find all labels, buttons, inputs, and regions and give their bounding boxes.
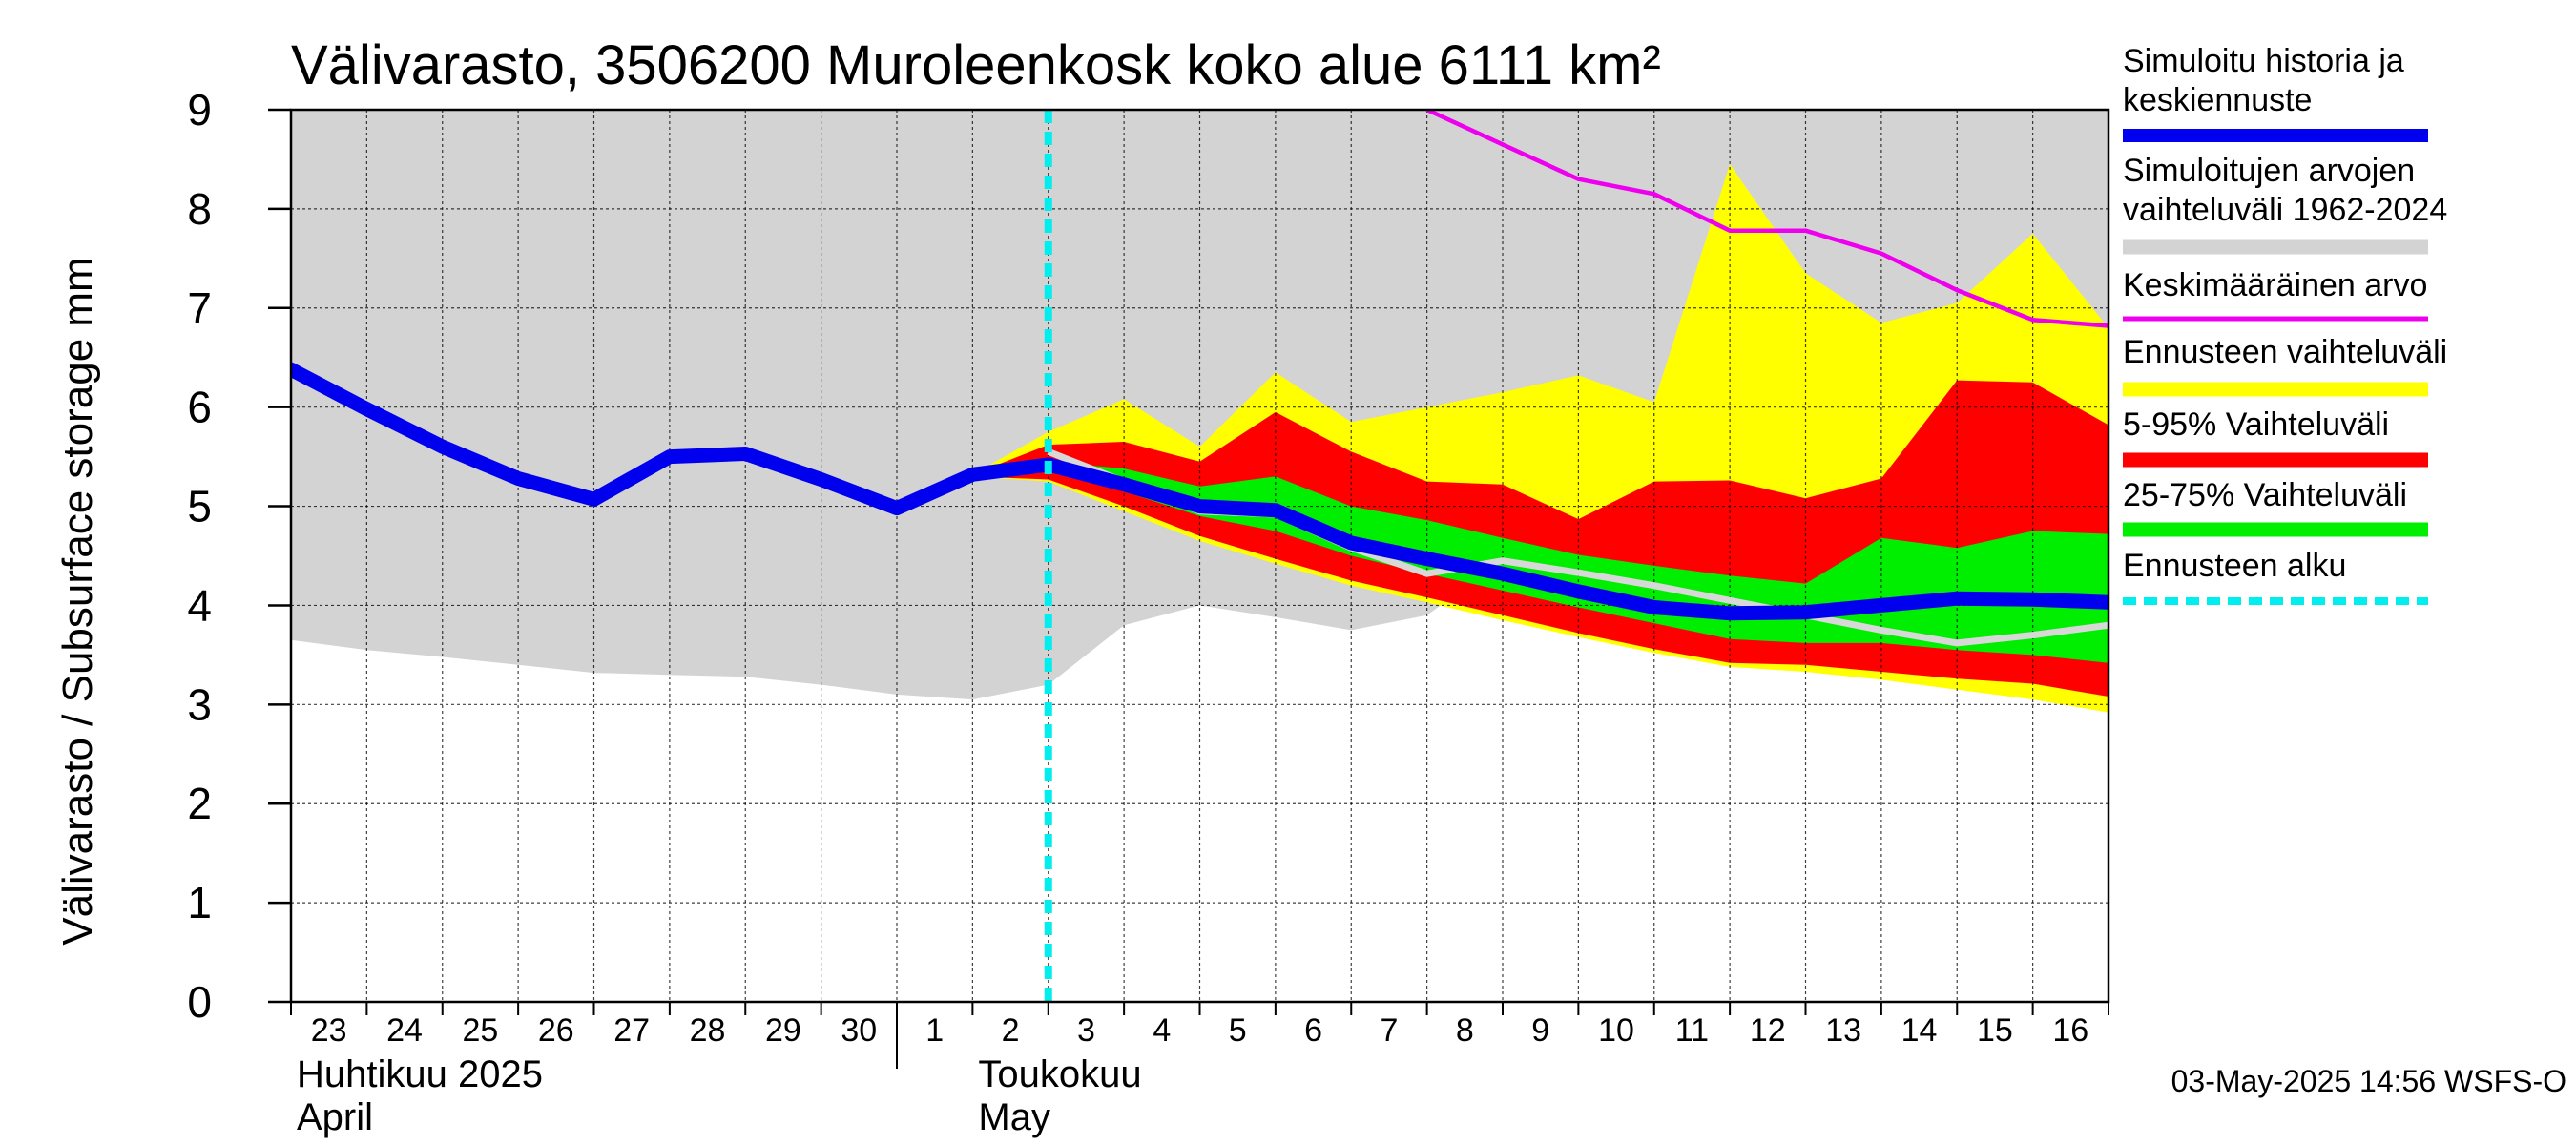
x-tick-label: 6 bbox=[1304, 1012, 1322, 1049]
x-tick-label: 26 bbox=[538, 1012, 574, 1049]
legend-label: 25-75% Vaihteluväli bbox=[2123, 477, 2407, 513]
legend-label: Simuloitu historia ja bbox=[2123, 43, 2404, 79]
x-tick-label: 11 bbox=[1675, 1012, 1709, 1049]
x-tick-label: 2 bbox=[1002, 1012, 1020, 1049]
legend-label: Simuloitujen arvojen bbox=[2123, 153, 2415, 189]
month-label: Toukokuu bbox=[978, 1053, 1141, 1095]
x-tick-label: 16 bbox=[2052, 1012, 2088, 1049]
month-label-en: April bbox=[297, 1096, 373, 1138]
legend-label: vaihteluväli 1962-2024 bbox=[2123, 192, 2447, 228]
legend-label: Ennusteen alku bbox=[2123, 548, 2346, 584]
legend-label: keskiennuste bbox=[2123, 82, 2312, 118]
x-tick-label: 1 bbox=[925, 1012, 944, 1049]
plot-area bbox=[291, 110, 2109, 1002]
month-label-en: May bbox=[978, 1096, 1050, 1138]
x-tick-label: 30 bbox=[841, 1012, 877, 1049]
month-label: Huhtikuu 2025 bbox=[297, 1053, 543, 1095]
x-tick-label: 14 bbox=[1901, 1012, 1938, 1049]
y-tick-label: 3 bbox=[187, 679, 212, 729]
y-tick-label: 0 bbox=[187, 977, 212, 1027]
y-tick-label: 7 bbox=[187, 283, 212, 333]
y-tick-label: 1 bbox=[187, 878, 212, 927]
y-tick-label: 8 bbox=[187, 184, 212, 234]
x-tick-label: 7 bbox=[1380, 1012, 1398, 1049]
x-tick-label: 9 bbox=[1531, 1012, 1549, 1049]
plot-content bbox=[291, 110, 2109, 1002]
y-axis-label: Välivarasto / Subsurface storage mm bbox=[54, 257, 101, 945]
x-tick-label: 23 bbox=[311, 1012, 347, 1049]
legend-label: Ennusteen vaihteluväli bbox=[2123, 334, 2447, 370]
chart-title: Välivarasto, 3506200 Muroleenkosk koko a… bbox=[291, 34, 1661, 96]
x-tick-label: 12 bbox=[1750, 1012, 1786, 1049]
median-forecast-line bbox=[291, 362, 2109, 621]
x-tick-label: 5 bbox=[1229, 1012, 1247, 1049]
y-tick-label: 2 bbox=[187, 779, 212, 828]
x-tick-label: 3 bbox=[1077, 1012, 1095, 1049]
y-tick-label: 6 bbox=[187, 383, 212, 432]
legend-label: Keskimääräinen arvo bbox=[2123, 267, 2427, 303]
legend-label: 5-95% Vaihteluväli bbox=[2123, 406, 2389, 443]
timestamp-footer: 03-May-2025 14:56 WSFS-O bbox=[2171, 1064, 2566, 1098]
x-tick-label: 27 bbox=[613, 1012, 650, 1049]
x-tick-label: 25 bbox=[463, 1012, 499, 1049]
x-tick-label: 28 bbox=[690, 1012, 726, 1049]
x-tick-label: 4 bbox=[1153, 1012, 1171, 1049]
y-tick-label: 4 bbox=[187, 580, 212, 630]
y-tick-label: 5 bbox=[187, 482, 212, 531]
x-tick-label: 10 bbox=[1598, 1012, 1634, 1049]
x-tick-label: 15 bbox=[1977, 1012, 2013, 1049]
x-tick-label: 24 bbox=[386, 1012, 423, 1049]
x-tick-label: 29 bbox=[765, 1012, 801, 1049]
x-tick-label: 13 bbox=[1825, 1012, 1861, 1049]
y-tick-label: 9 bbox=[187, 85, 212, 135]
mean-value-line bbox=[1425, 110, 2109, 328]
x-tick-label: 8 bbox=[1456, 1012, 1474, 1049]
